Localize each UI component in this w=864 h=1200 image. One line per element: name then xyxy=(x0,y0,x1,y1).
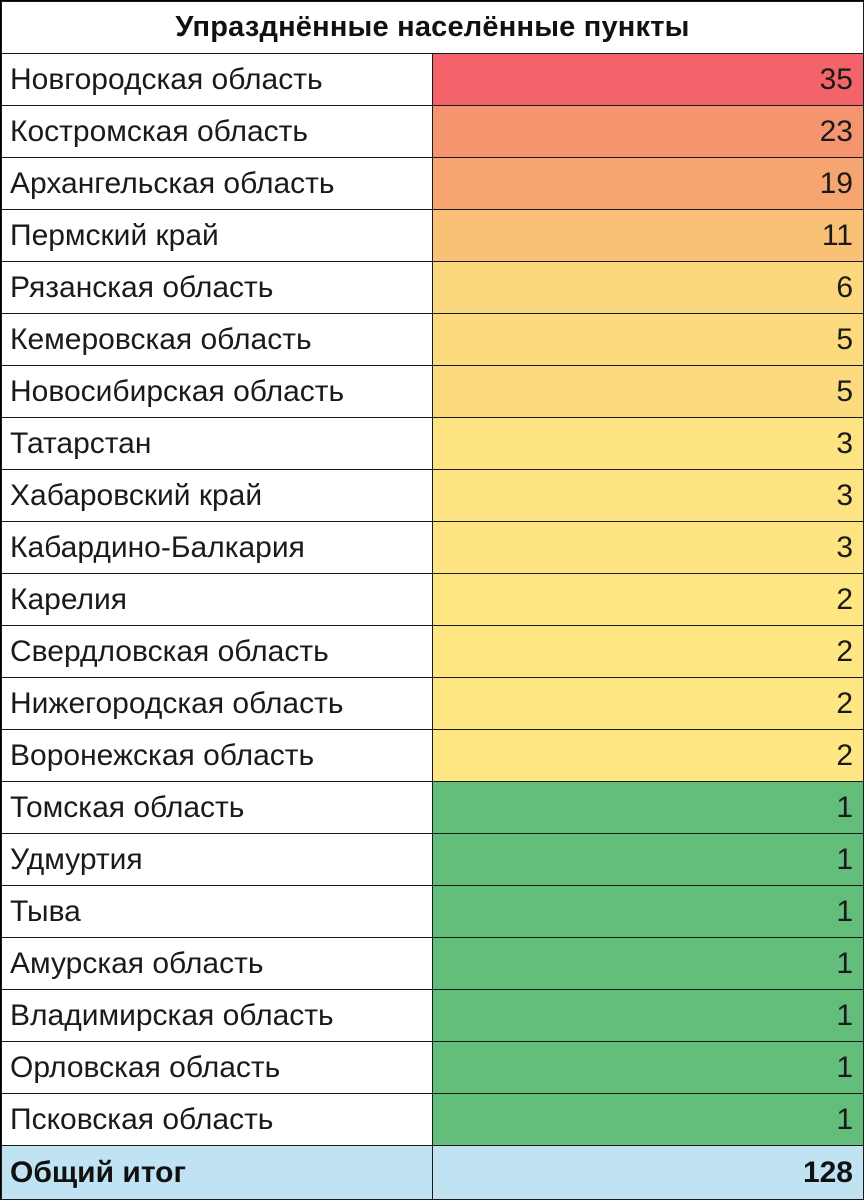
region-name-cell: Архангельская область xyxy=(1,157,433,210)
settlement-count-cell: 1 xyxy=(432,1041,864,1094)
table-row: Новгородская область 35 xyxy=(1,53,864,106)
table-row: Костромская область 23 xyxy=(1,105,864,158)
table-row: Рязанская область 6 xyxy=(1,261,864,314)
settlement-count-cell: 23 xyxy=(432,105,864,158)
table-row: Тыва 1 xyxy=(1,885,864,938)
settlement-count-cell: 3 xyxy=(432,469,864,522)
settlement-count-cell: 1 xyxy=(432,989,864,1042)
settlement-count-cell: 2 xyxy=(432,573,864,626)
table-body: Новгородская область 35 Костромская област… xyxy=(1,53,864,1200)
region-name-cell: Кабардино-Балкария xyxy=(1,521,433,574)
table-row: Карелия 2 xyxy=(1,573,864,626)
settlement-count-cell: 2 xyxy=(432,729,864,782)
settlement-count-cell: 3 xyxy=(432,417,864,470)
table-row: Псковская область 1 xyxy=(1,1093,864,1146)
settlement-count-cell: 6 xyxy=(432,261,864,314)
table-row: Томская область 1 xyxy=(1,781,864,834)
table-row: Хабаровский край 3 xyxy=(1,469,864,522)
settlement-count-cell: 1 xyxy=(432,781,864,834)
table-row: Кемеровская область 5 xyxy=(1,313,864,366)
region-name-cell: Хабаровский край xyxy=(1,469,433,522)
settlement-count-cell: 2 xyxy=(432,625,864,678)
region-name-cell: Воронежская область xyxy=(1,729,433,782)
table-title: Упразднённые населённые пункты xyxy=(1,1,864,54)
region-name-cell: Орловская область xyxy=(1,1041,433,1094)
region-name-cell: Амурская область xyxy=(1,937,433,990)
region-name-cell: Свердловская область xyxy=(1,625,433,678)
region-name-cell: Пермский край xyxy=(1,209,433,262)
settlement-count-cell: 1 xyxy=(432,937,864,990)
settlement-count-cell: 5 xyxy=(432,313,864,366)
region-name-cell: Новгородская область xyxy=(1,53,433,106)
total-label: Общий итог xyxy=(1,1145,433,1200)
table-row: Нижегородская область 2 xyxy=(1,677,864,730)
total-row: Общий итог 128 xyxy=(1,1145,864,1200)
settlement-count-cell: 35 xyxy=(432,53,864,106)
title-row: Упразднённые населённые пункты xyxy=(1,1,864,54)
region-name-cell: Костромская область xyxy=(1,105,433,158)
table-row: Архангельская область 19 xyxy=(1,157,864,210)
settlement-count-cell: 5 xyxy=(432,365,864,418)
region-name-cell: Кемеровская область xyxy=(1,313,433,366)
table-row: Воронежская область 2 xyxy=(1,729,864,782)
region-name-cell: Нижегородская область xyxy=(1,677,433,730)
table-row: Татарстан 3 xyxy=(1,417,864,470)
settlement-count-cell: 19 xyxy=(432,157,864,210)
table-row: Пермский край 11 xyxy=(1,209,864,262)
region-name-cell: Татарстан xyxy=(1,417,433,470)
table-row: Орловская область 1 xyxy=(1,1041,864,1094)
table-row: Удмуртия 1 xyxy=(1,833,864,886)
settlement-count-cell: 3 xyxy=(432,521,864,574)
settlement-count-cell: 1 xyxy=(432,1093,864,1146)
table-row: Амурская область 1 xyxy=(1,937,864,990)
region-name-cell: Удмуртия xyxy=(1,833,433,886)
table-row: Новосибирская область 5 xyxy=(1,365,864,418)
settlement-count-cell: 1 xyxy=(432,833,864,886)
region-name-cell: Псковская область xyxy=(1,1093,433,1146)
region-name-cell: Новосибирская область xyxy=(1,365,433,418)
table-row: Владимирская область 1 xyxy=(1,989,864,1042)
region-name-cell: Томская область xyxy=(1,781,433,834)
region-name-cell: Тыва xyxy=(1,885,433,938)
settlement-count-cell: 2 xyxy=(432,677,864,730)
table-row: Кабардино-Балкария 3 xyxy=(1,521,864,574)
total-value: 128 xyxy=(432,1145,864,1200)
settlement-count-cell: 11 xyxy=(432,209,864,262)
region-name-cell: Рязанская область xyxy=(1,261,433,314)
region-name-cell: Владимирская область xyxy=(1,989,433,1042)
region-name-cell: Карелия xyxy=(1,573,433,626)
table-row: Свердловская область 2 xyxy=(1,625,864,678)
settlement-count-cell: 1 xyxy=(432,885,864,938)
